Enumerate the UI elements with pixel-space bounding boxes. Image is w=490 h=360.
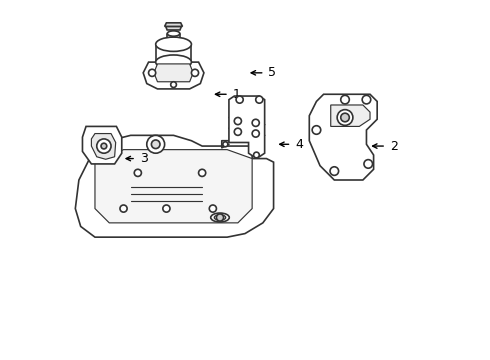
Circle shape [330, 167, 339, 175]
Circle shape [341, 113, 349, 122]
Circle shape [223, 142, 228, 147]
Ellipse shape [167, 31, 180, 36]
Ellipse shape [156, 55, 192, 69]
Circle shape [198, 169, 206, 176]
Ellipse shape [156, 37, 192, 51]
Text: 1: 1 [232, 88, 241, 101]
Circle shape [312, 126, 321, 134]
Circle shape [147, 135, 165, 153]
Polygon shape [166, 26, 181, 30]
Circle shape [341, 95, 349, 104]
Circle shape [148, 69, 156, 76]
Circle shape [234, 128, 242, 135]
Circle shape [209, 205, 217, 212]
Ellipse shape [214, 215, 226, 220]
Circle shape [236, 96, 243, 103]
Circle shape [256, 96, 263, 103]
Text: 2: 2 [390, 140, 397, 153]
Circle shape [252, 119, 259, 126]
Circle shape [163, 205, 170, 212]
Polygon shape [165, 23, 182, 26]
Circle shape [120, 205, 127, 212]
Text: 3: 3 [140, 152, 147, 165]
Circle shape [151, 140, 160, 149]
Circle shape [234, 117, 242, 125]
Circle shape [337, 110, 353, 125]
Circle shape [134, 169, 142, 176]
Circle shape [192, 69, 198, 76]
Circle shape [362, 95, 371, 104]
Text: 5: 5 [268, 66, 276, 79]
Polygon shape [229, 96, 265, 157]
Text: 4: 4 [295, 138, 303, 151]
Ellipse shape [211, 213, 229, 222]
Polygon shape [92, 134, 116, 159]
Polygon shape [309, 94, 377, 180]
Circle shape [171, 82, 176, 87]
Circle shape [364, 159, 372, 168]
Polygon shape [75, 135, 273, 237]
Circle shape [101, 143, 107, 149]
Polygon shape [154, 64, 193, 82]
Circle shape [97, 139, 111, 153]
Polygon shape [82, 126, 122, 164]
Circle shape [217, 214, 223, 221]
Polygon shape [95, 150, 252, 223]
Polygon shape [331, 105, 370, 126]
Circle shape [253, 152, 259, 158]
Circle shape [252, 130, 259, 137]
Polygon shape [143, 62, 204, 89]
